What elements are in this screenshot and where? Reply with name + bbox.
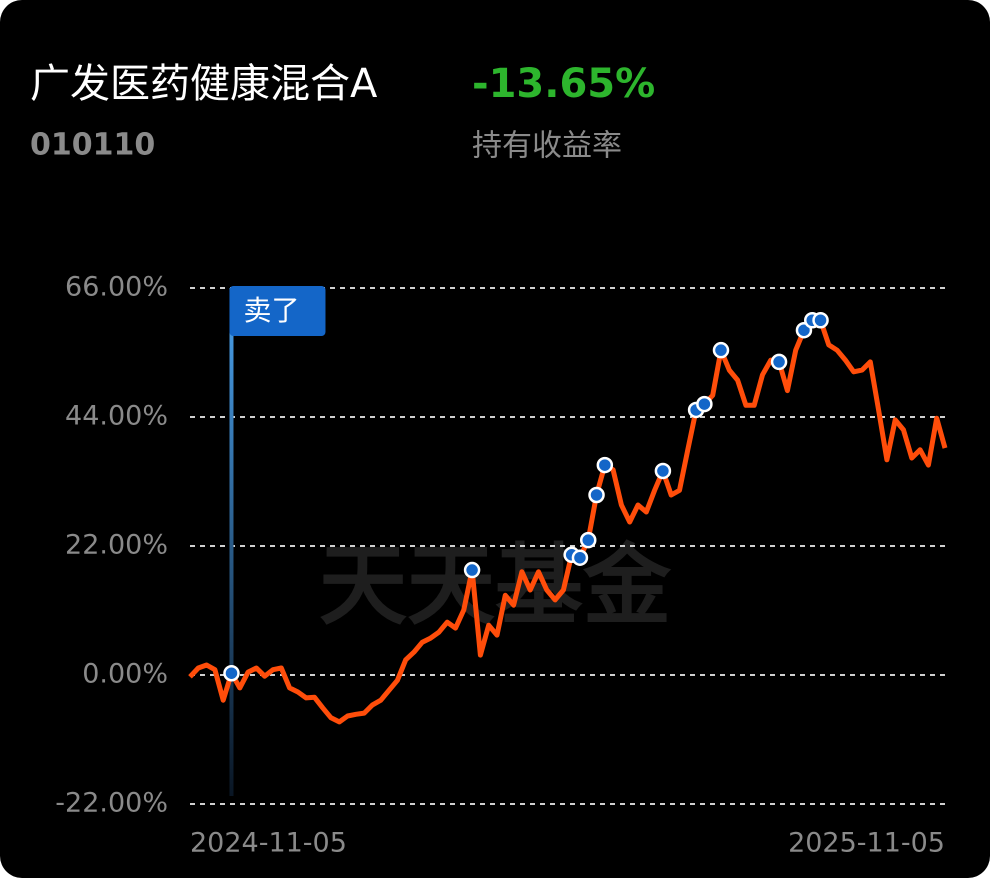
buy-point [712, 341, 730, 359]
buy-point [596, 456, 614, 474]
return-value: -13.65% [472, 61, 655, 107]
buy-point [812, 312, 829, 329]
y-tick-label: -22.00% [55, 788, 168, 819]
x-tick-label: 2024-11-05 [190, 828, 347, 859]
y-tick-label: 44.00% [65, 401, 168, 432]
return-label: 持有收益率 [472, 129, 622, 164]
y-tick-label: 0.00% [82, 659, 168, 690]
buy-point [588, 486, 605, 504]
sell-flag-pole [229, 288, 234, 796]
y-tick-label: 66.00% [65, 272, 168, 303]
buy-point [654, 462, 672, 480]
watermark: 天天基金 [319, 534, 672, 637]
fund-title: 广发医药健康混合A [30, 61, 378, 107]
buy-point [579, 531, 597, 549]
buy-point [770, 353, 788, 371]
buy-point [696, 395, 713, 413]
buy-point [571, 549, 589, 566]
x-tick-label: 2025-11-05 [788, 828, 945, 859]
buy-point [463, 561, 481, 579]
fund-code: 010110 [30, 128, 155, 163]
sell-point [223, 664, 240, 682]
sell-flag [229, 286, 326, 336]
y-tick-label: 22.00% [65, 530, 168, 561]
sell-flag-label: 卖了 [243, 294, 299, 327]
